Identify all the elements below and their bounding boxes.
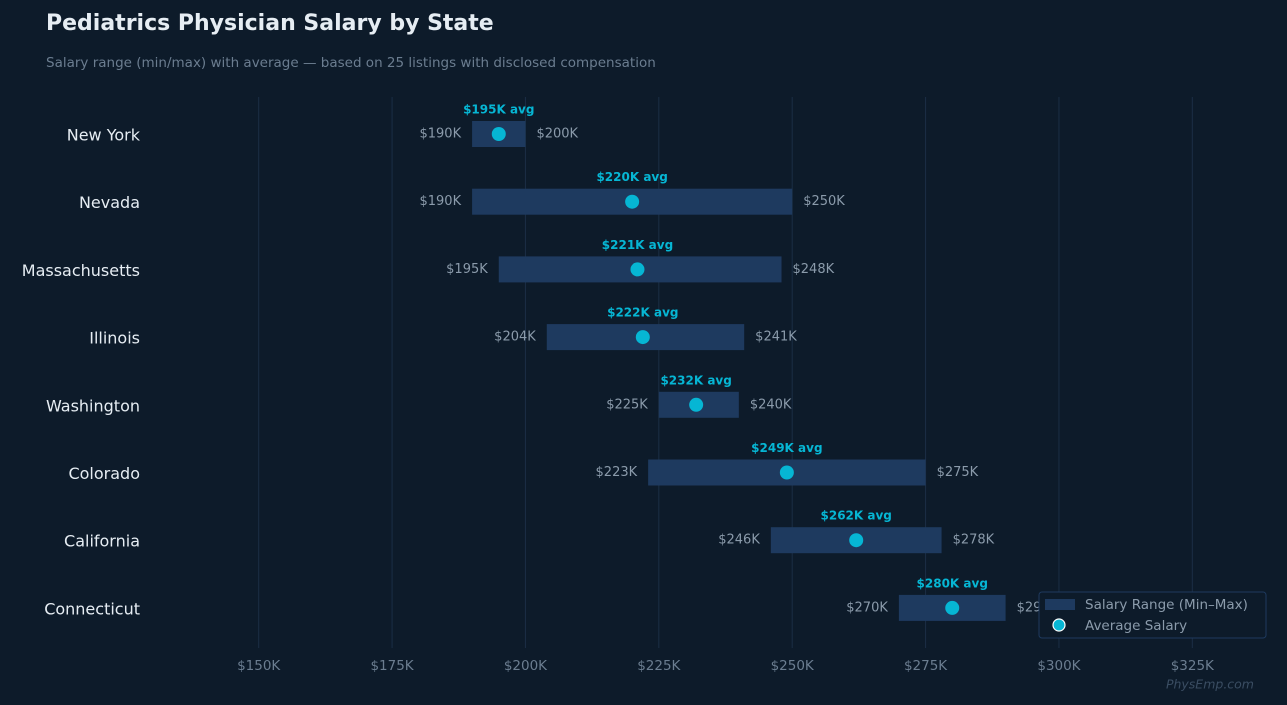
y-tick-label: Illinois: [89, 329, 140, 348]
y-tick-label: Washington: [46, 396, 140, 415]
y-tick-label: Connecticut: [44, 599, 140, 618]
max-label: $200K: [536, 127, 578, 142]
x-tick-label: $325K: [1171, 658, 1215, 674]
avg-dot: [849, 533, 864, 548]
avg-dot: [625, 194, 640, 209]
avg-label: $249K avg: [751, 441, 822, 455]
y-tick-label: Massachusetts: [22, 261, 140, 280]
min-label: $204K: [494, 330, 536, 345]
avg-label: $195K avg: [463, 103, 534, 117]
y-tick-label: Colorado: [68, 464, 140, 483]
min-label: $246K: [718, 533, 760, 548]
x-tick-label: $275K: [904, 658, 948, 674]
avg-label: $221K avg: [602, 238, 673, 252]
chart-title: Pediatrics Physician Salary by State: [46, 11, 494, 36]
x-tick-label: $225K: [637, 658, 681, 674]
legend-label: Average Salary: [1085, 618, 1187, 634]
min-label: $195K: [446, 262, 488, 277]
y-tick-label: Nevada: [79, 193, 140, 212]
x-tick-label: $150K: [237, 658, 281, 674]
max-label: $275K: [937, 465, 979, 480]
max-label: $241K: [755, 330, 797, 345]
x-tick-label: $175K: [370, 658, 414, 674]
avg-label: $232K avg: [660, 373, 731, 387]
avg-dot: [630, 262, 645, 277]
avg-label: $220K avg: [596, 170, 667, 184]
max-label: $278K: [953, 533, 995, 548]
legend-label: Salary Range (Min–Max): [1085, 597, 1248, 613]
avg-label: $280K avg: [917, 576, 988, 590]
y-tick-label: California: [64, 532, 140, 551]
min-label: $190K: [419, 194, 461, 209]
avg-dot: [945, 600, 960, 615]
avg-dot: [779, 465, 794, 480]
chart-subtitle: Salary range (min/max) with average — ba…: [46, 55, 656, 71]
x-tick-label: $300K: [1037, 658, 1081, 674]
avg-label: $222K avg: [607, 306, 678, 320]
legend-box: [1038, 591, 1267, 639]
min-label: $225K: [606, 397, 648, 412]
avg-label: $262K avg: [821, 509, 892, 523]
max-label: $240K: [750, 397, 792, 412]
legend-swatch: [1045, 599, 1075, 610]
avg-dot: [491, 127, 506, 141]
avg-dot: [689, 397, 704, 412]
min-label: $270K: [846, 600, 888, 615]
watermark: PhysEmp.com: [1166, 677, 1254, 692]
min-label: $190K: [419, 127, 461, 142]
avg-dot: [635, 330, 650, 345]
x-tick-label: $250K: [771, 658, 815, 674]
legend-marker: [1052, 618, 1066, 632]
x-tick-label: $200K: [504, 658, 548, 674]
y-tick-label: New York: [67, 126, 141, 145]
min-label: $223K: [596, 465, 638, 480]
max-label: $248K: [793, 262, 835, 277]
max-label: $250K: [803, 194, 845, 209]
